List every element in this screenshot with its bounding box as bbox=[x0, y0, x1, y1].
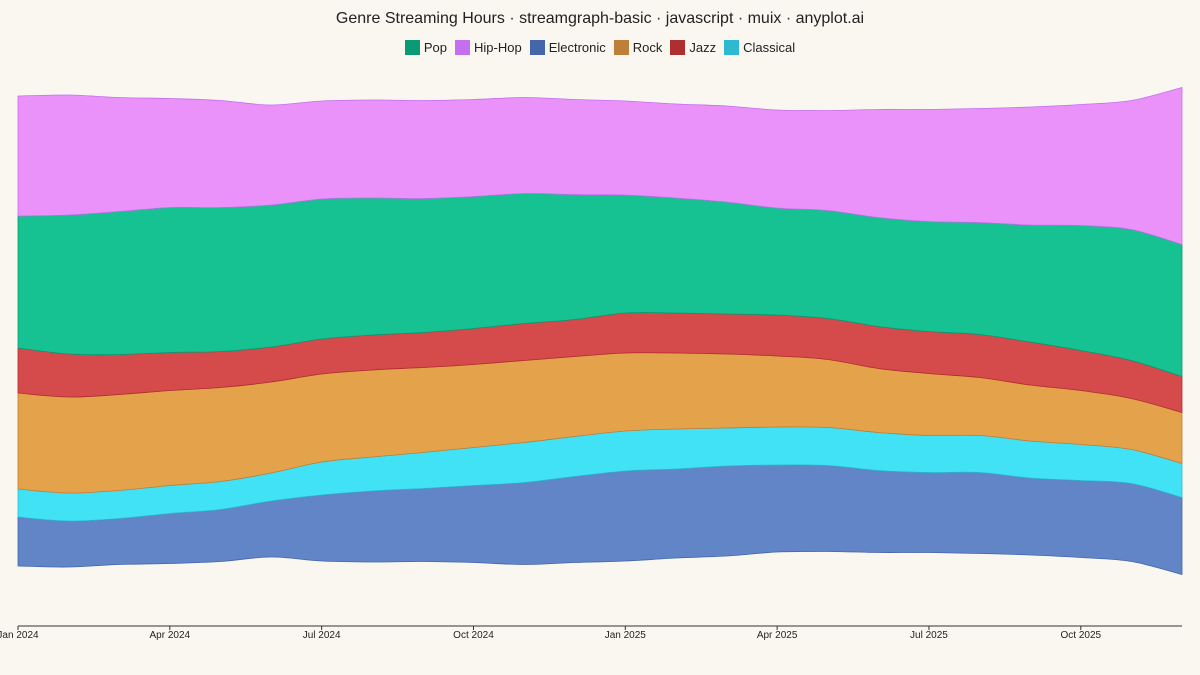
legend-item-rock[interactable]: Rock bbox=[613, 40, 663, 55]
legend-item-electronic[interactable]: Electronic bbox=[529, 40, 606, 55]
legend-label: Rock bbox=[632, 40, 663, 55]
chart-title: Genre Streaming Hours · streamgraph-basi… bbox=[335, 10, 865, 27]
legend-swatch bbox=[529, 40, 545, 55]
x-tick-label: Jan 2024 bbox=[0, 630, 39, 641]
x-tick-label: Jul 2025 bbox=[910, 630, 948, 641]
x-tick-label: Apr 2024 bbox=[150, 630, 191, 641]
x-tick-label: Jul 2024 bbox=[303, 630, 341, 641]
x-tick-label: Oct 2025 bbox=[1060, 630, 1101, 641]
legend-item-classical[interactable]: Classical bbox=[724, 40, 795, 55]
legend-swatch bbox=[404, 40, 420, 55]
x-tick-label: Jan 2025 bbox=[605, 630, 647, 641]
x-tick-label: Oct 2024 bbox=[453, 630, 494, 641]
legend-swatch bbox=[455, 40, 470, 55]
legend-swatch bbox=[724, 40, 740, 55]
legend-label: Hip-Hop bbox=[474, 40, 522, 55]
legend-label: Classical bbox=[743, 40, 796, 55]
x-tick-label: Apr 2025 bbox=[757, 630, 798, 641]
legend-item-hip-hop[interactable]: Hip-Hop bbox=[455, 40, 522, 55]
legend-label: Electronic bbox=[548, 40, 606, 55]
legend-swatch bbox=[613, 40, 629, 55]
legend-swatch bbox=[670, 40, 686, 55]
stream-layer-hip-hop[interactable] bbox=[17, 86, 1183, 246]
legend-item-pop[interactable]: Pop bbox=[404, 40, 447, 55]
legend-label: Jazz bbox=[689, 40, 717, 55]
chart-legend: Pop Hip-Hop Electronic Rock Jazz Classical bbox=[0, 40, 1200, 55]
legend-item-jazz[interactable]: Jazz bbox=[670, 40, 716, 55]
legend-label: Pop bbox=[423, 40, 447, 55]
